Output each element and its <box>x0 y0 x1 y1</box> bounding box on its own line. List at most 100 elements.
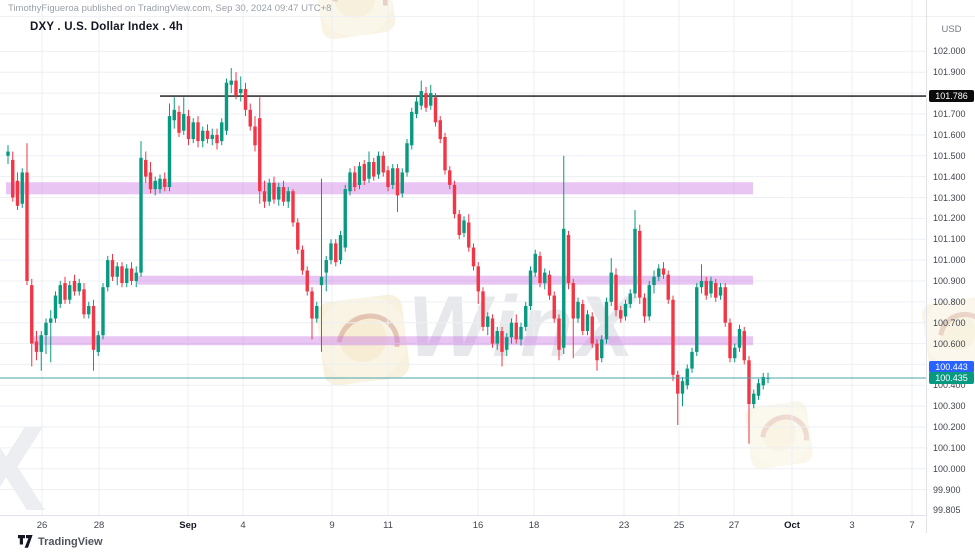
price-tick-label: 102.000 <box>933 46 966 57</box>
candle-body-down <box>82 289 86 315</box>
candle-body-up <box>182 113 186 131</box>
candle-body-down <box>11 159 15 198</box>
candle-body-up <box>766 378 770 380</box>
candle-body-up <box>562 228 566 348</box>
candle-body-down <box>300 249 305 271</box>
candle-body-up <box>752 393 756 405</box>
candle-body-up <box>419 91 423 106</box>
candle-body-up <box>277 187 281 200</box>
candle-body-up <box>657 268 661 277</box>
price-tick-label: 101.100 <box>933 234 966 245</box>
candle-body-down <box>34 341 39 352</box>
candle-body-up <box>429 93 433 106</box>
candle-body-up <box>495 331 499 344</box>
candle-body-down <box>457 214 461 236</box>
symbol-title: DXY . U.S. Dollar Index . 4h <box>30 21 184 33</box>
candle-body-up <box>87 305 91 315</box>
candle-body-up <box>391 168 395 185</box>
time-tick-label: 9 <box>329 520 335 531</box>
candle-body-down <box>448 170 452 185</box>
candle-body-up <box>39 335 43 352</box>
candle-body-up <box>623 303 628 317</box>
candle-body-down <box>262 191 267 202</box>
candle-body-down <box>476 266 480 292</box>
candle-body-down <box>538 255 542 284</box>
candle-body-up <box>134 272 138 281</box>
candle-body-down <box>305 270 309 292</box>
candle-body-up <box>44 322 48 336</box>
candle-body-up <box>139 157 143 273</box>
candle-body-up <box>220 122 224 142</box>
candle-body-down <box>438 120 442 140</box>
candle-body-down <box>747 360 751 405</box>
candle-body-down <box>310 291 314 319</box>
price-axis[interactable]: USD 101.786 100.443 100.435 102.000 101.9… <box>926 0 975 533</box>
candle-body-up <box>172 109 176 121</box>
candle-body-up <box>410 111 414 146</box>
candle-body-down <box>281 187 286 202</box>
price-tick-label: 100.700 <box>933 317 966 328</box>
candle-body-up <box>600 339 604 359</box>
candle-body-down <box>334 243 338 263</box>
candle-body-down <box>566 235 571 284</box>
candle-body-up <box>709 280 713 294</box>
candle-body-down <box>395 168 400 196</box>
candle-body-down <box>642 297 647 317</box>
candle-body-up <box>267 182 271 202</box>
price-tick-label: 100.100 <box>933 442 966 453</box>
candle-body-down <box>129 268 134 281</box>
price-tick-label: 101.400 <box>933 171 966 182</box>
candle-body-up <box>343 189 347 248</box>
candle-body-down <box>467 222 471 248</box>
candle-body-down <box>742 331 746 361</box>
time-tick-label: 3 <box>849 520 855 531</box>
candle-body-up <box>49 318 53 323</box>
candle-body-down <box>471 247 476 267</box>
candle-body-down <box>234 80 238 96</box>
candle-body-down <box>258 118 262 192</box>
candle-body-down <box>714 283 718 298</box>
candle-body-up <box>576 301 580 319</box>
candlestick-series <box>6 68 770 444</box>
price-tick-label: 100.600 <box>933 338 966 349</box>
candle-body-up <box>96 335 100 352</box>
candle-body-up <box>68 285 72 300</box>
candle-body-up <box>519 326 523 340</box>
resistance-price-label: 101.786 <box>929 90 974 102</box>
chart-pane[interactable] <box>0 0 926 515</box>
candle-body-up <box>414 101 419 114</box>
candle-body-down <box>144 159 148 177</box>
candle-body-down <box>253 126 257 146</box>
candle-body-down <box>353 172 357 188</box>
candle-body-down <box>381 155 385 173</box>
price-zone-upper-supply-zone <box>6 182 753 195</box>
price-tick-label: 100.000 <box>933 463 966 474</box>
candle-body-down <box>557 318 561 350</box>
tradingview-logo-link[interactable]: TradingView <box>18 535 103 548</box>
price-tick-label: 101.700 <box>933 109 966 119</box>
price-tick-label: 100.800 <box>933 296 966 307</box>
candle-body-up <box>158 178 162 190</box>
candle-body-up <box>761 376 765 386</box>
candle-body-down <box>148 172 153 190</box>
price-tick-label: 101.500 <box>933 150 966 161</box>
candle-body-down <box>215 134 219 144</box>
candle-body-down <box>296 222 300 250</box>
time-tick-label: 27 <box>728 520 740 531</box>
candle-body-up <box>652 276 656 286</box>
published-attribution: TimothyFigueroa published on TradingView… <box>8 3 332 14</box>
candle-body-down <box>15 180 20 206</box>
candle-body-up <box>585 314 590 332</box>
candle-body-up <box>319 276 324 286</box>
candle-body-down <box>661 268 666 275</box>
candle-body-down <box>595 343 599 361</box>
candle-body-down <box>671 299 675 375</box>
tradingview-wordmark: TradingView <box>38 535 103 548</box>
time-axis[interactable]: 26 28 Sep 4 9 11 16 18 23 25 27 Oct 3 7 <box>0 515 926 534</box>
candle-body-up <box>125 268 129 284</box>
candle-body-down <box>619 310 623 319</box>
candle-body-down <box>443 136 447 171</box>
candle-body-up <box>604 301 609 340</box>
time-tick-label: 25 <box>673 520 685 531</box>
